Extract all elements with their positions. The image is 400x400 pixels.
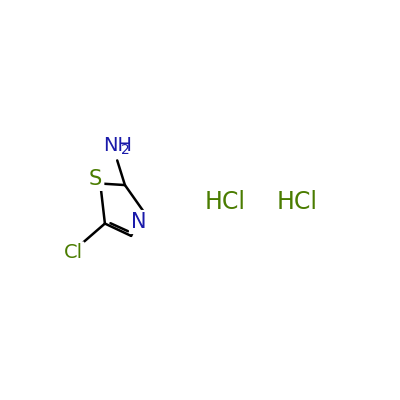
Text: N: N — [131, 212, 146, 232]
Text: HCl: HCl — [204, 190, 246, 214]
Text: HCl: HCl — [277, 190, 318, 214]
Text: NH: NH — [103, 136, 132, 154]
Text: 2: 2 — [122, 143, 130, 157]
Text: Cl: Cl — [64, 243, 83, 262]
Text: S: S — [89, 169, 102, 189]
